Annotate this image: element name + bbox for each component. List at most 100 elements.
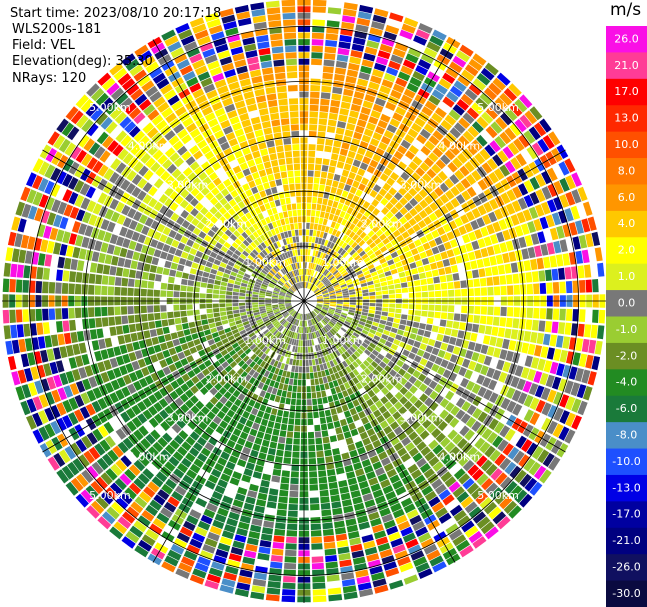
velocity-gate — [372, 524, 384, 534]
velocity-gate — [125, 408, 136, 419]
velocity-gate — [409, 76, 422, 88]
velocity-gate — [534, 385, 545, 398]
velocity-gate — [243, 468, 253, 477]
velocity-gate — [242, 147, 251, 156]
velocity-gate — [9, 309, 16, 323]
velocity-gate — [20, 353, 30, 368]
velocity-gate — [142, 397, 153, 408]
velocity-gate — [225, 331, 233, 338]
velocity-gate — [307, 320, 310, 327]
velocity-gate — [143, 486, 156, 498]
velocity-gate — [320, 171, 328, 179]
velocity-gate — [199, 293, 206, 298]
velocity-gate — [383, 561, 397, 571]
velocity-gate — [340, 337, 347, 344]
velocity-gate — [369, 328, 377, 335]
velocity-gate — [258, 295, 265, 298]
velocity-gate — [374, 283, 381, 288]
velocity-gate — [375, 229, 384, 237]
velocity-gate — [137, 515, 151, 528]
velocity-gate — [178, 336, 187, 345]
velocity-gate — [152, 518, 166, 530]
velocity-gate — [486, 277, 494, 286]
velocity-gate — [419, 251, 427, 259]
velocity-gate — [261, 121, 271, 129]
velocity-gate — [291, 325, 296, 332]
velocity-gate — [102, 453, 114, 467]
velocity-gate — [306, 313, 309, 320]
velocity-gate — [357, 515, 369, 524]
velocity-gate — [422, 419, 432, 429]
velocity-gate — [476, 258, 484, 268]
velocity-gate — [260, 286, 267, 290]
velocity-gate — [400, 497, 413, 508]
velocity-gate — [298, 340, 301, 347]
velocity-gate — [157, 489, 170, 501]
velocity-gate — [558, 426, 570, 441]
velocity-gate — [552, 282, 560, 294]
velocity-gate — [525, 272, 533, 283]
velocity-gate — [309, 117, 318, 125]
velocity-gate — [369, 267, 377, 274]
velocity-gate — [307, 418, 314, 426]
velocity-gate — [209, 238, 218, 246]
velocity-gate — [311, 236, 316, 243]
velocity-gate — [254, 157, 263, 165]
velocity-gate — [353, 131, 363, 140]
velocity-gate — [400, 421, 410, 431]
velocity-gate — [315, 385, 321, 392]
velocity-gate — [137, 178, 148, 189]
velocity-gate — [401, 436, 411, 447]
velocity-gate — [265, 594, 280, 602]
velocity-gate — [281, 0, 296, 7]
velocity-gate — [170, 332, 178, 340]
velocity-gate — [97, 516, 112, 530]
velocity-gate — [273, 535, 285, 543]
velocity-gate — [335, 349, 341, 357]
velocity-gate — [311, 339, 315, 346]
velocity-gate — [257, 41, 270, 50]
velocity-gate — [315, 264, 319, 271]
velocity-gate — [229, 321, 236, 327]
velocity-gate — [305, 353, 309, 360]
velocity-gate — [312, 230, 317, 237]
velocity-gate — [452, 247, 461, 256]
velocity-gate — [462, 459, 475, 472]
velocity-gate — [444, 413, 455, 424]
velocity-gate — [343, 381, 351, 390]
velocity-gate — [409, 514, 422, 526]
velocity-gate — [185, 260, 193, 267]
velocity-gate — [309, 477, 318, 485]
velocity-gate — [192, 227, 201, 236]
velocity-gate — [219, 294, 226, 299]
velocity-gate — [321, 308, 328, 312]
velocity-gate — [134, 545, 149, 558]
velocity-gate — [388, 60, 401, 71]
velocity-gate — [301, 327, 304, 334]
velocity-gate — [426, 317, 434, 325]
velocity-gate — [24, 338, 33, 352]
velocity-gate — [310, 530, 322, 537]
velocity-gate — [63, 385, 74, 398]
velocity-gate — [405, 442, 415, 452]
velocity-gate — [295, 312, 299, 319]
velocity-gate — [220, 281, 228, 287]
velocity-gate — [255, 499, 267, 507]
velocity-gate — [309, 256, 313, 263]
velocity-gate — [395, 486, 407, 496]
velocity-gate — [299, 268, 302, 275]
velocity-gate — [284, 377, 290, 385]
velocity-gate — [328, 288, 335, 293]
velocity-gate — [64, 446, 77, 460]
velocity-gate — [214, 391, 223, 401]
velocity-gate — [267, 99, 278, 108]
velocity-gate — [459, 44, 474, 57]
velocity-gate — [448, 257, 457, 266]
velocity-gate — [386, 161, 397, 171]
velocity-gate — [408, 352, 416, 360]
velocity-gate — [516, 378, 526, 391]
velocity-gate — [274, 139, 283, 146]
velocity-gate — [364, 273, 372, 279]
velocity-gate — [272, 337, 278, 344]
velocity-gate — [278, 226, 284, 233]
